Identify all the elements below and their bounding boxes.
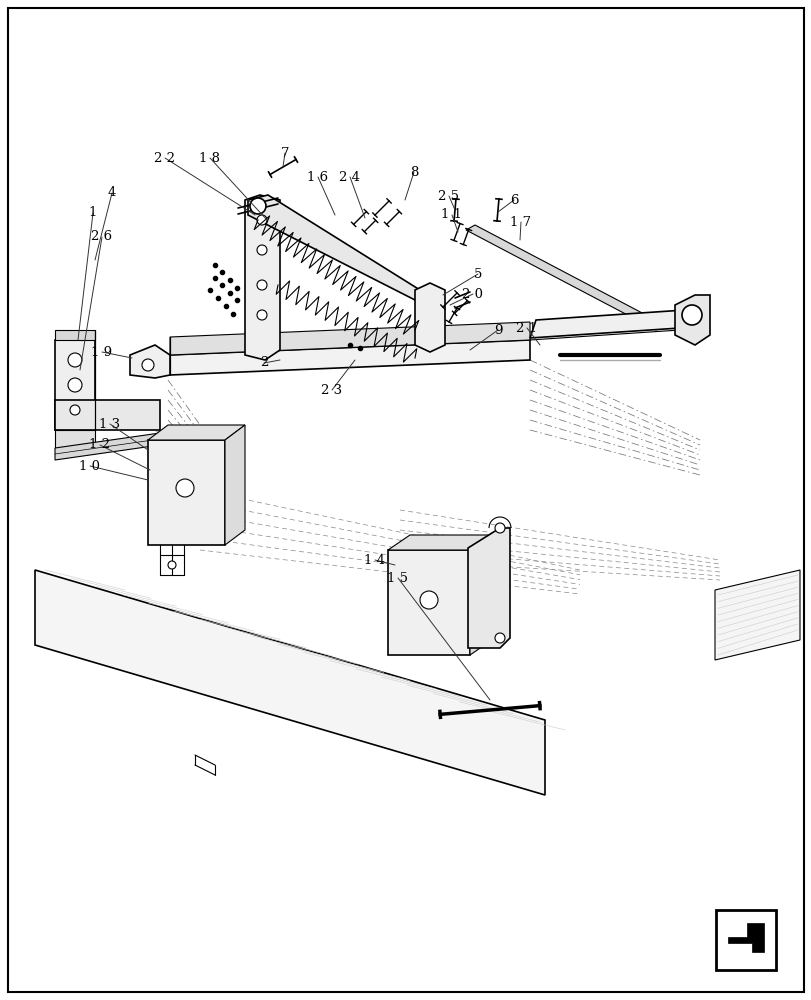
Circle shape [142, 359, 154, 371]
Text: 1 3: 1 3 [99, 418, 120, 430]
Polygon shape [55, 340, 95, 430]
Polygon shape [247, 195, 419, 300]
Text: 2: 2 [260, 357, 268, 369]
Polygon shape [466, 225, 664, 330]
Text: 8: 8 [410, 166, 418, 179]
Text: 2 2: 2 2 [154, 152, 175, 165]
Polygon shape [169, 322, 530, 355]
Circle shape [176, 479, 194, 497]
Circle shape [257, 215, 267, 225]
Circle shape [68, 353, 82, 367]
Polygon shape [388, 550, 470, 655]
Polygon shape [148, 425, 245, 440]
Text: 2 3: 2 3 [321, 383, 342, 396]
Circle shape [419, 591, 437, 609]
Text: 1 2: 1 2 [89, 438, 110, 452]
Polygon shape [169, 340, 530, 375]
Text: 1 4: 1 4 [364, 554, 385, 566]
Text: 1 9: 1 9 [92, 346, 113, 359]
Circle shape [70, 405, 80, 415]
Text: 2 0: 2 0 [462, 288, 483, 300]
Text: 4: 4 [108, 186, 116, 200]
Polygon shape [714, 570, 799, 660]
Circle shape [68, 378, 82, 392]
Polygon shape [225, 425, 245, 545]
Text: 9: 9 [493, 324, 502, 336]
Text: 1 1: 1 1 [441, 209, 462, 222]
Polygon shape [470, 535, 491, 655]
Text: 1 7: 1 7 [510, 216, 531, 229]
Polygon shape [245, 195, 280, 360]
Polygon shape [467, 528, 509, 648]
Circle shape [250, 198, 266, 214]
Text: 1 0: 1 0 [79, 460, 101, 473]
Text: 2 4: 2 4 [339, 171, 360, 184]
Circle shape [681, 305, 702, 325]
Polygon shape [388, 535, 491, 550]
Text: 2 1: 2 1 [516, 322, 537, 334]
Circle shape [495, 523, 504, 533]
Circle shape [495, 633, 504, 643]
Polygon shape [727, 923, 763, 952]
Text: 2 6: 2 6 [92, 231, 113, 243]
Polygon shape [414, 283, 444, 352]
Polygon shape [55, 330, 95, 340]
Text: 6: 6 [509, 194, 517, 207]
Polygon shape [674, 295, 709, 345]
Text: 1 6: 1 6 [307, 171, 328, 184]
Polygon shape [35, 570, 544, 795]
Circle shape [257, 310, 267, 320]
Text: 1: 1 [88, 207, 97, 220]
Polygon shape [55, 400, 160, 430]
Circle shape [257, 245, 267, 255]
Text: 7: 7 [281, 147, 289, 160]
Polygon shape [130, 345, 169, 378]
Polygon shape [55, 433, 160, 460]
Bar [715, 910, 775, 970]
Circle shape [257, 280, 267, 290]
Text: 1 8: 1 8 [200, 152, 221, 165]
Polygon shape [55, 430, 95, 450]
Text: 5: 5 [474, 267, 482, 280]
Polygon shape [148, 440, 225, 545]
Text: 1 5: 1 5 [387, 572, 408, 584]
Polygon shape [530, 310, 684, 338]
Text: 2 5: 2 5 [438, 190, 459, 202]
Circle shape [168, 561, 176, 569]
